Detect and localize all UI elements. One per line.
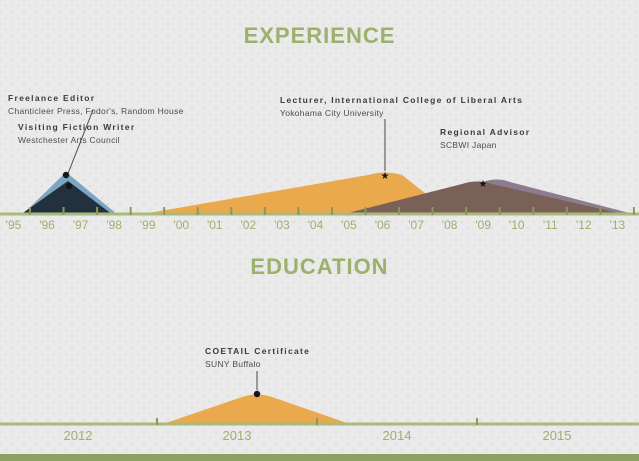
entry-org: Westchester Arts Council <box>18 135 120 145</box>
experience-year-label: '08 <box>442 218 458 232</box>
entry-org: Chanticleer Press, Fodor's, Random House <box>8 106 184 116</box>
lecturer-area <box>137 172 453 215</box>
entry-title: Visiting Fiction Writer <box>18 122 136 132</box>
entry-org: SUNY Buffalo <box>205 359 261 369</box>
entry-coetail-certificate: COETAIL Certificate SUNY Buffalo <box>205 346 310 369</box>
experience-section-title: EXPERIENCE <box>243 23 396 48</box>
experience-year-label: '99 <box>140 218 156 232</box>
experience-star-marker: ★ <box>479 179 488 190</box>
entry-title: Freelance Editor <box>8 93 96 103</box>
experience-year-label: '95 <box>6 218 22 232</box>
experience-year-label: '04 <box>308 218 324 232</box>
experience-year-label: '96 <box>39 218 55 232</box>
entry-lecturer: Lecturer, International College of Liber… <box>280 95 523 118</box>
experience-year-label: '11 <box>543 218 558 232</box>
experience-connector-line <box>66 109 94 177</box>
entry-title: COETAIL Certificate <box>205 346 311 356</box>
footer-bar <box>0 454 639 461</box>
education-dot-marker <box>253 390 261 398</box>
experience-year-label: '09 <box>475 218 491 232</box>
education-section-title: EDUCATION <box>250 254 389 279</box>
experience-year-label: '02 <box>241 218 257 232</box>
education-year-label: 2014 <box>383 428 412 443</box>
experience-year-label: '12 <box>576 218 592 232</box>
education-year-label: 2015 <box>543 428 572 443</box>
experience-year-label: '05 <box>341 218 357 232</box>
experience-year-label: '10 <box>509 218 525 232</box>
experience-year-label: '03 <box>274 218 290 232</box>
entry-org: Yokohama City University <box>280 108 384 118</box>
experience-dot-marker <box>65 182 73 190</box>
education-year-label: 2012 <box>64 428 93 443</box>
regional-advisor-area <box>340 181 627 215</box>
entry-title: Regional Advisor <box>440 127 531 137</box>
education-year-label: 2013 <box>223 428 252 443</box>
experience-star-marker: ★ <box>381 171 390 182</box>
visiting-fiction-writer-area <box>20 181 113 215</box>
experience-year-label: '13 <box>610 218 626 232</box>
coetail-area <box>160 394 353 425</box>
entry-org: SCBWI Japan <box>440 140 497 150</box>
experience-dot-marker <box>62 171 70 179</box>
entry-freelance-editor: Freelance Editor Chanticleer Press, Fodo… <box>8 93 184 116</box>
entry-visiting-fiction-writer: Visiting Fiction Writer Westchester Arts… <box>18 122 135 145</box>
experience-year-label: '01 <box>207 218 223 232</box>
experience-year-label: '97 <box>73 218 89 232</box>
entry-regional-advisor: Regional Advisor SCBWI Japan <box>440 127 530 150</box>
entry-title: Lecturer, International College of Liber… <box>280 95 524 105</box>
experience-year-label: '98 <box>106 218 122 232</box>
experience-year-label: '00 <box>173 218 189 232</box>
experience-year-label: '06 <box>375 218 391 232</box>
experience-year-label: '07 <box>408 218 424 232</box>
